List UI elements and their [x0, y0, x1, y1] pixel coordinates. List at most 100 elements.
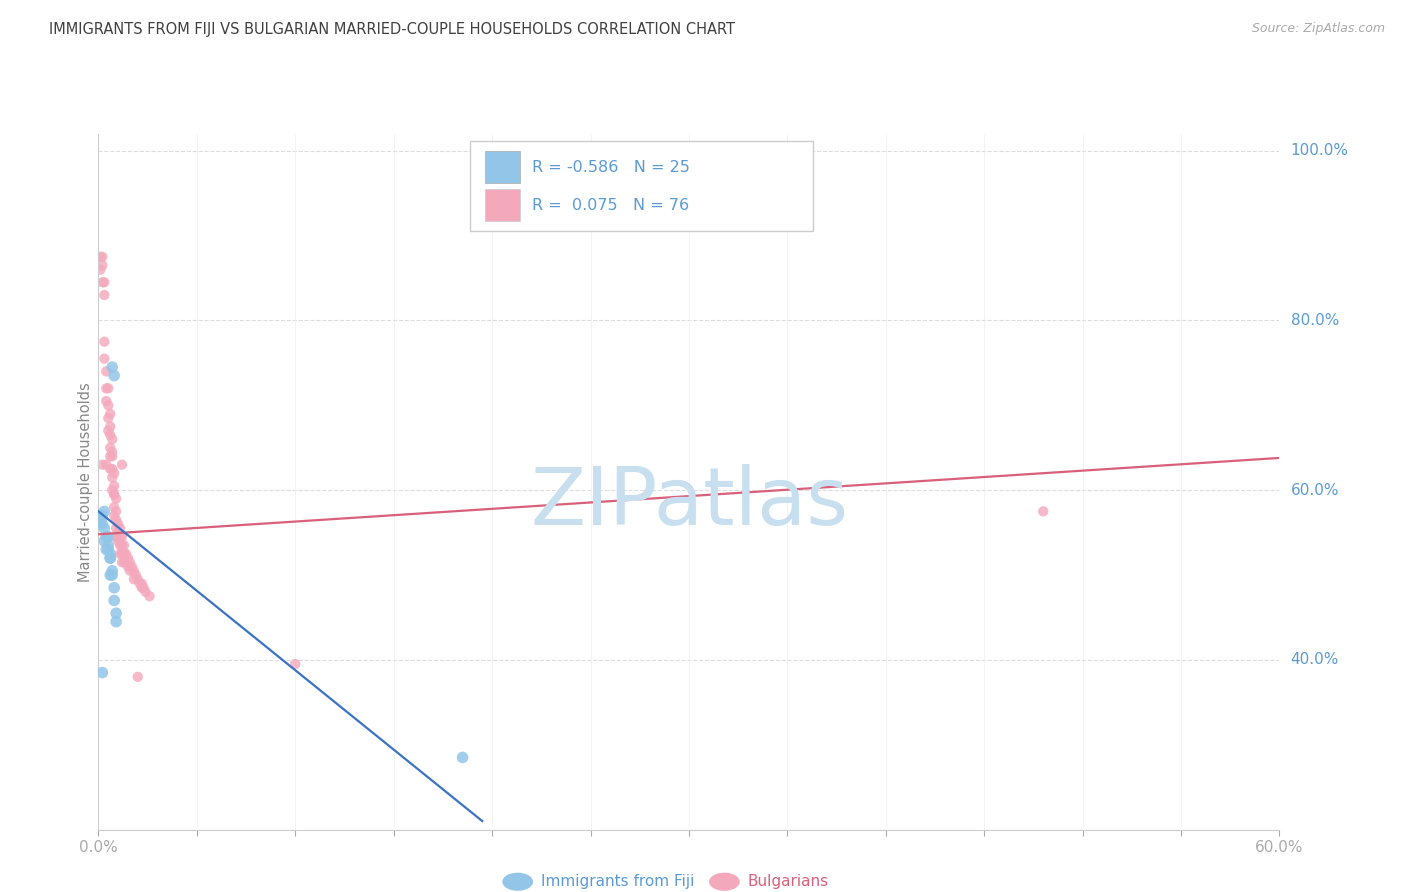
Point [107, 534, 129, 549]
Point [101, 483, 124, 498]
Point [105, 513, 128, 527]
Point [101, 564, 124, 578]
Point [135, 585, 157, 599]
Point [108, 547, 131, 561]
Point [103, 368, 125, 383]
Point [127, 670, 149, 684]
Point [91, 508, 114, 523]
Point [98, 568, 121, 582]
Point [93, 534, 115, 549]
Point [101, 360, 124, 375]
Point [91, 258, 114, 272]
Point [97, 538, 120, 552]
Point [93, 521, 115, 535]
Point [131, 576, 153, 591]
Point [138, 589, 160, 603]
Point [91, 275, 114, 289]
Point [96, 381, 118, 395]
FancyBboxPatch shape [485, 151, 520, 183]
Point [96, 458, 118, 472]
Point [97, 398, 120, 412]
Text: R =  0.075   N = 76: R = 0.075 N = 76 [531, 198, 689, 213]
Text: 80.0%: 80.0% [1291, 313, 1339, 328]
FancyBboxPatch shape [471, 141, 813, 231]
Point [96, 542, 118, 557]
Text: Source: ZipAtlas.com: Source: ZipAtlas.com [1251, 22, 1385, 36]
Point [97, 381, 120, 395]
Point [118, 564, 141, 578]
Point [111, 555, 134, 569]
Point [125, 568, 148, 582]
Point [97, 411, 120, 425]
Point [112, 555, 135, 569]
Point [112, 547, 135, 561]
Point [96, 394, 118, 409]
Point [1032, 504, 1054, 518]
Point [127, 572, 149, 586]
Point [101, 568, 124, 582]
Text: R = -0.586   N = 25: R = -0.586 N = 25 [531, 160, 690, 175]
Point [98, 551, 121, 566]
Point [111, 458, 134, 472]
Point [89, 250, 111, 264]
Point [132, 581, 155, 595]
Text: ZIPatlas: ZIPatlas [530, 464, 848, 541]
Point [122, 564, 145, 578]
Point [111, 547, 134, 561]
Text: 40.0%: 40.0% [1291, 652, 1339, 667]
Point [96, 530, 118, 544]
Point [98, 428, 121, 442]
Point [117, 551, 139, 566]
Point [97, 424, 120, 438]
Point [93, 334, 115, 349]
Point [98, 551, 121, 566]
Point [118, 555, 141, 569]
Point [131, 581, 153, 595]
Point [93, 504, 115, 518]
Point [98, 462, 121, 476]
Point [107, 517, 129, 532]
Point [98, 407, 121, 421]
Point [451, 750, 474, 764]
Point [103, 508, 125, 523]
Point [105, 491, 128, 506]
Point [93, 351, 115, 366]
Point [121, 559, 143, 574]
Text: 100.0%: 100.0% [1291, 144, 1348, 158]
Point [97, 530, 120, 544]
Point [98, 441, 121, 455]
Point [105, 504, 128, 518]
Point [101, 449, 124, 463]
Point [91, 517, 114, 532]
Point [117, 559, 139, 574]
Point [89, 262, 111, 277]
Text: 60.0%: 60.0% [1291, 483, 1339, 498]
Y-axis label: Married-couple Households: Married-couple Households [77, 382, 93, 582]
Circle shape [502, 872, 533, 891]
Point [98, 547, 121, 561]
Point [101, 445, 124, 459]
Point [103, 581, 125, 595]
Point [98, 449, 121, 463]
Point [111, 538, 134, 552]
Point [111, 530, 134, 544]
Point [122, 572, 145, 586]
Point [93, 275, 115, 289]
Point [128, 576, 150, 591]
Point [89, 513, 111, 527]
Point [105, 606, 128, 620]
Point [112, 538, 135, 552]
Point [108, 530, 131, 544]
Text: IMMIGRANTS FROM FIJI VS BULGARIAN MARRIED-COUPLE HOUSEHOLDS CORRELATION CHART: IMMIGRANTS FROM FIJI VS BULGARIAN MARRIE… [49, 22, 735, 37]
Point [98, 419, 121, 434]
Circle shape [709, 872, 740, 891]
Point [284, 657, 307, 672]
Point [101, 470, 124, 484]
Point [91, 458, 114, 472]
Point [105, 615, 128, 629]
Text: Immigrants from Fiji: Immigrants from Fiji [541, 874, 695, 889]
Point [108, 538, 131, 552]
Point [105, 530, 128, 544]
Point [101, 462, 124, 476]
Text: Bulgarians: Bulgarians [748, 874, 830, 889]
